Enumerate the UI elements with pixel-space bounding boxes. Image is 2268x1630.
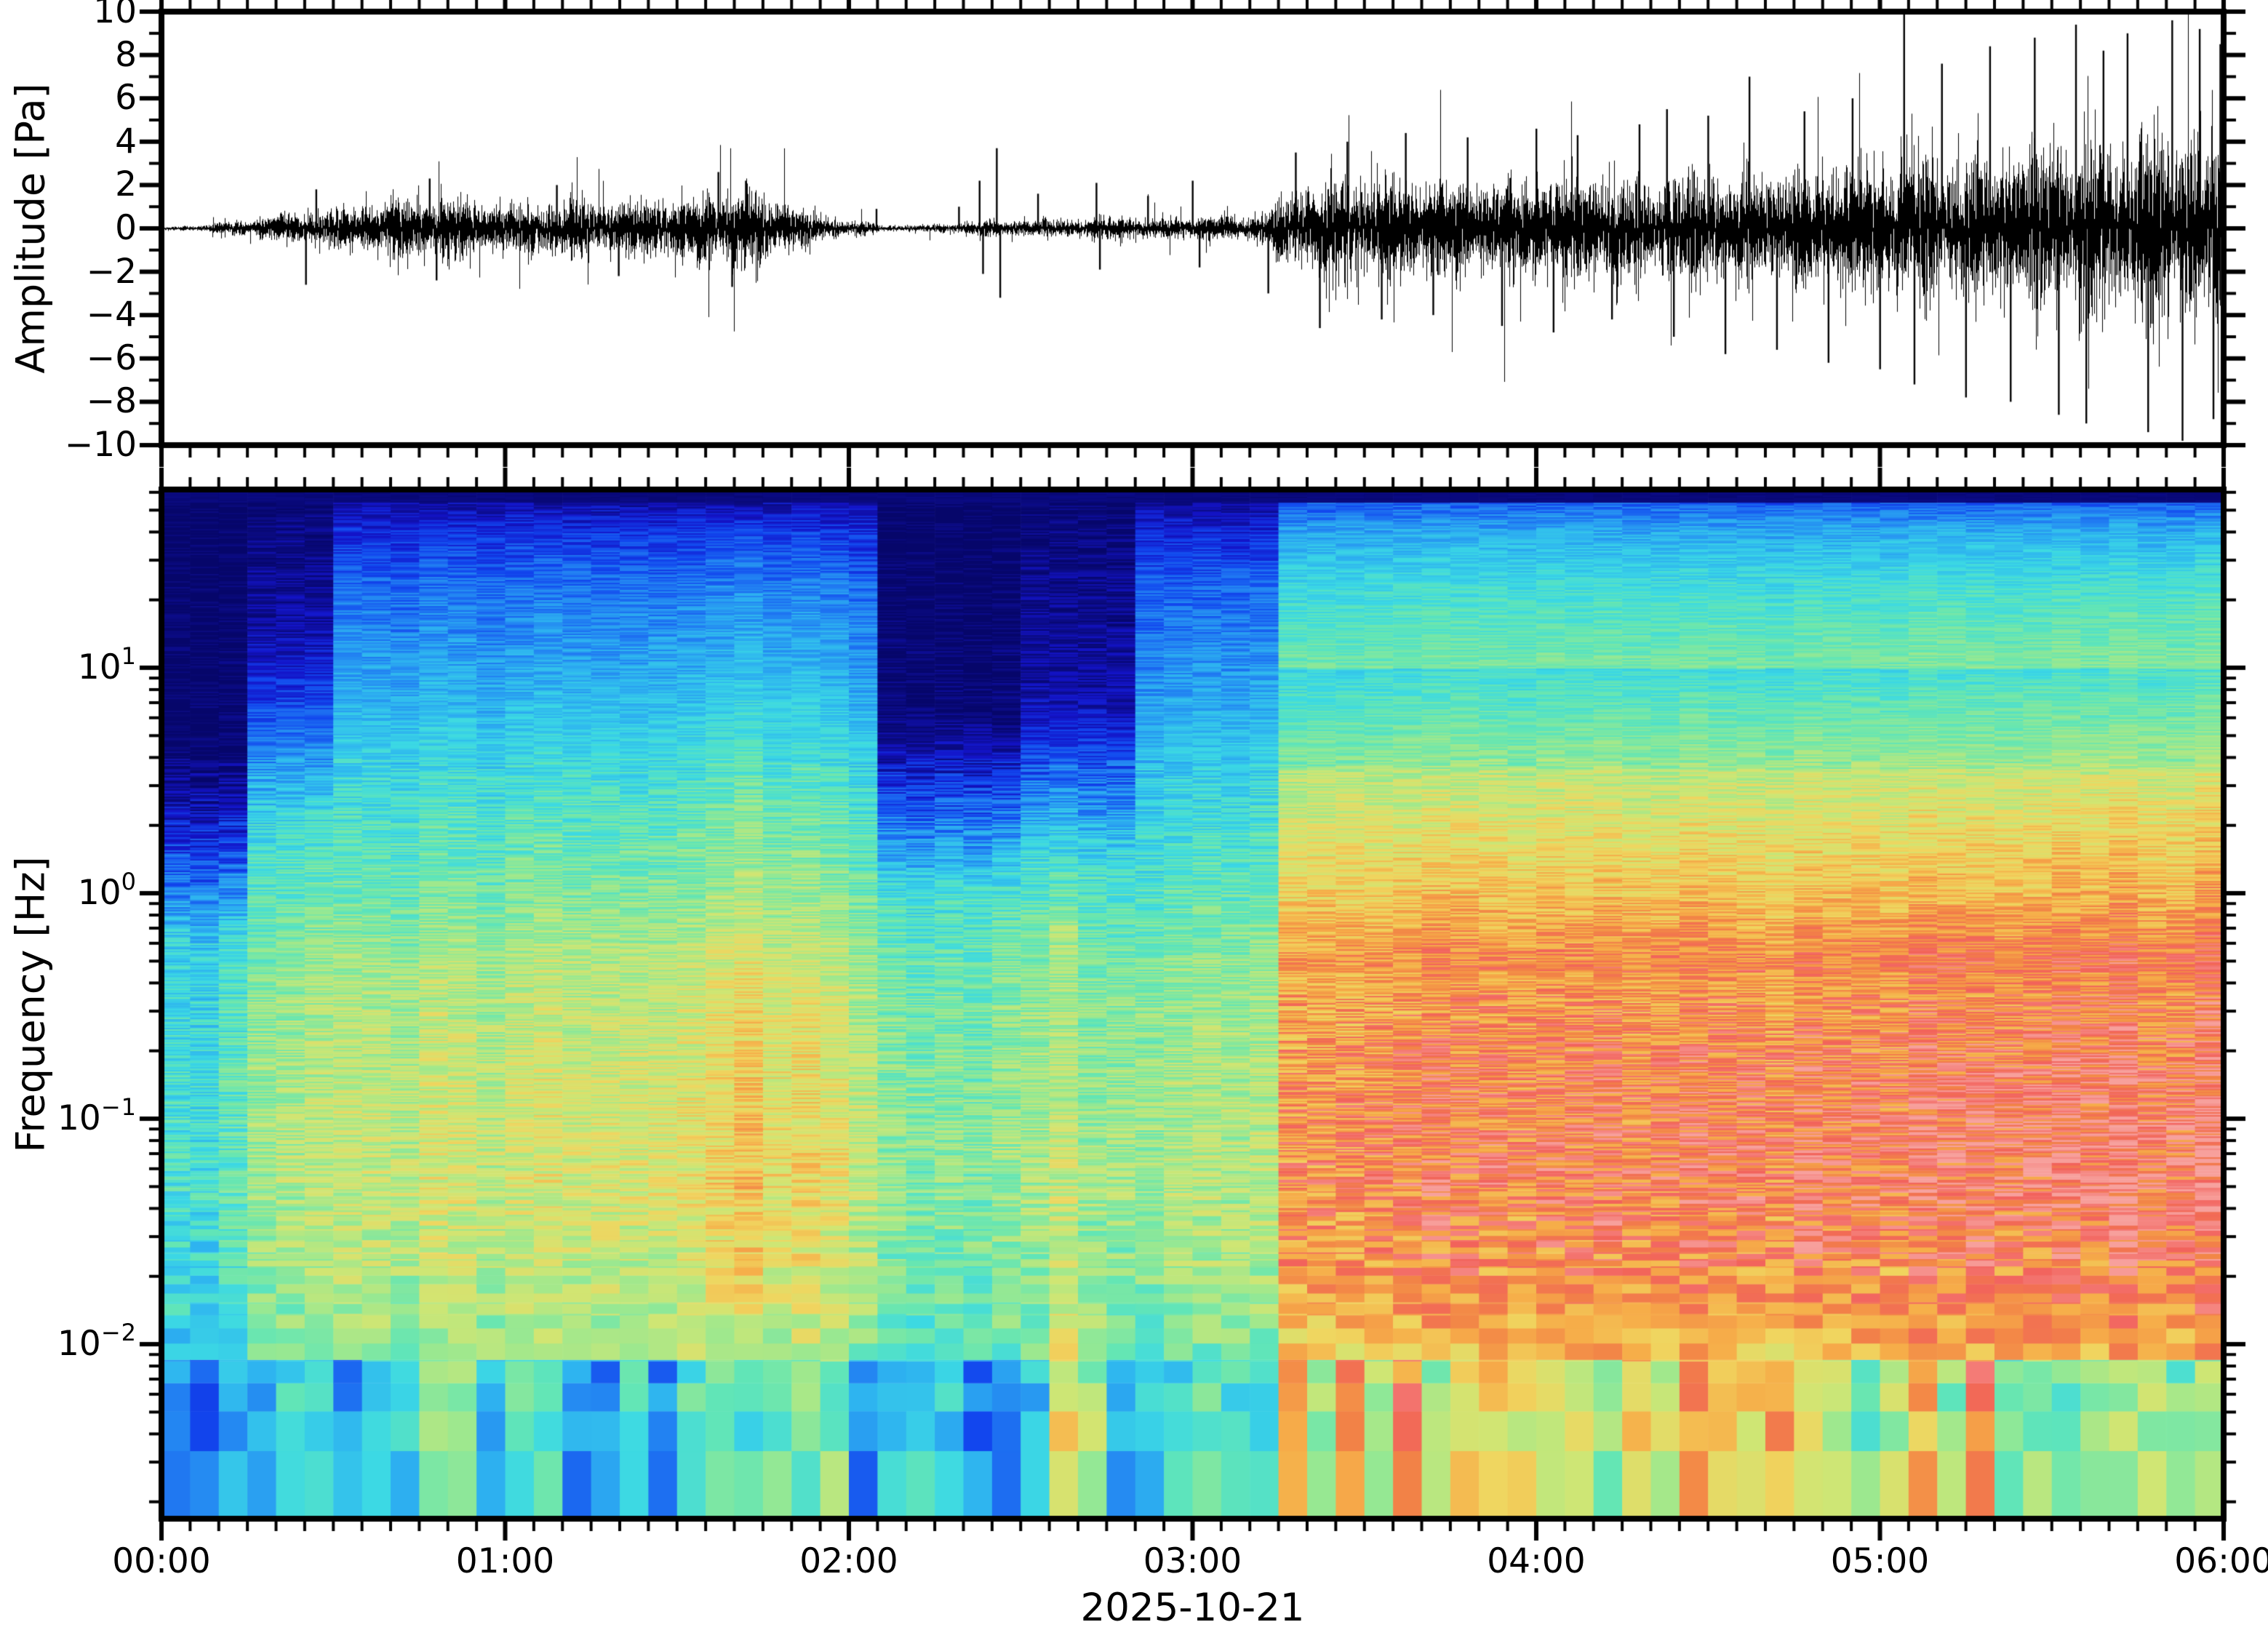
amplitude-tick-label: −10	[64, 425, 137, 465]
date-xlabel: 2025-10-21	[1080, 1586, 1305, 1630]
amplitude-tick-label: 10	[93, 0, 137, 31]
amplitude-tick-label: −6	[86, 337, 137, 378]
time-tick-label: 04:00	[1487, 1541, 1586, 1581]
time-tick-label: 05:00	[1830, 1541, 1930, 1581]
amplitude-tick-label: 2	[115, 164, 137, 205]
amplitude-tick-label: −2	[86, 251, 137, 292]
time-tick-label: 03:00	[1143, 1541, 1242, 1581]
amplitude-tick-label: 8	[115, 34, 137, 75]
amplitude-tick-label: 4	[115, 121, 137, 161]
amplitude-tick-label: 6	[115, 78, 137, 119]
amplitude-tick-label: −4	[86, 295, 137, 335]
amplitude-tick-label: −8	[86, 381, 137, 422]
time-tick-label: 06:00	[2174, 1541, 2268, 1581]
frequency-tick-label: 101	[77, 642, 137, 688]
frequency-tick-label: 100	[77, 868, 137, 914]
frequency-tick-label: 10−2	[57, 1319, 137, 1365]
time-tick-label: 01:00	[455, 1541, 555, 1581]
frequency-tick-label: 10−1	[57, 1093, 137, 1139]
time-tick-label: 02:00	[799, 1541, 898, 1581]
amplitude-tick-label: 0	[115, 208, 137, 248]
time-tick-label: 00:00	[112, 1541, 211, 1581]
